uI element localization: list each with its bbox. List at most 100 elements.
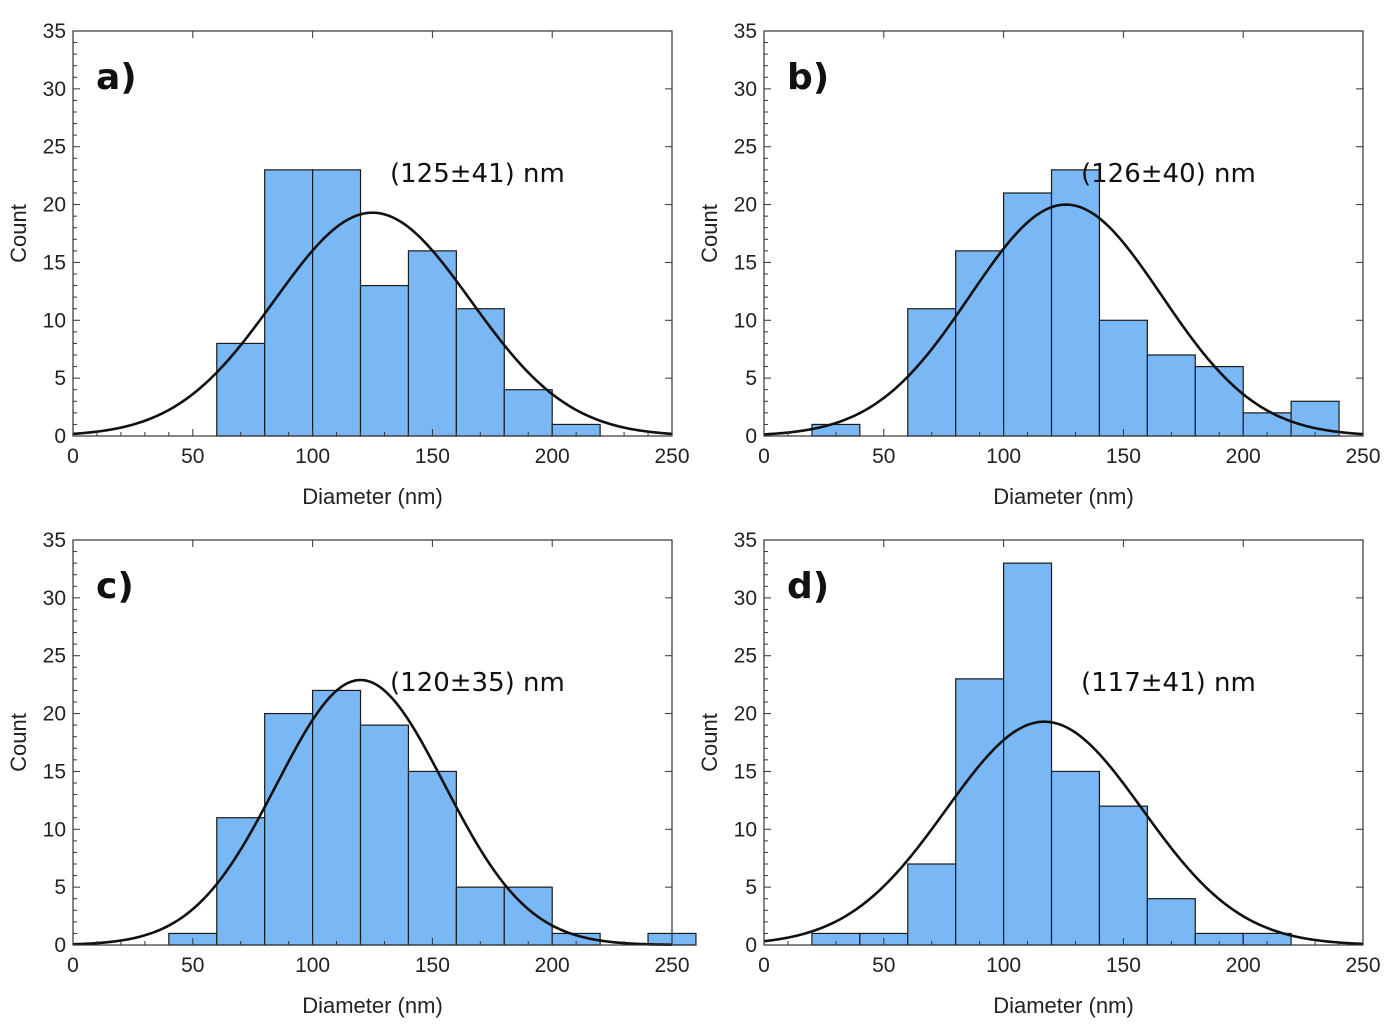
y-tick-label: 35 — [43, 20, 66, 43]
y-tick-label: 20 — [43, 194, 66, 217]
y-tick-label: 10 — [43, 309, 66, 332]
gaussian-fit-curve — [72, 678, 673, 947]
gaussian-fit-curve — [763, 203, 1364, 436]
gaussian-fit-curve — [72, 211, 673, 436]
histogram-bar — [955, 250, 1005, 437]
x-tick-label: 50 — [181, 445, 204, 468]
panel-label: d) — [787, 566, 829, 607]
histogram-bar — [455, 886, 505, 946]
y-tick-label: 35 — [734, 20, 757, 43]
plot-frame — [72, 30, 673, 437]
mean-sd-annotation: (120±35) nm — [390, 668, 565, 698]
plot-frame — [72, 539, 673, 946]
mean-sd-annotation: (126±40) nm — [1081, 159, 1256, 189]
y-tick-label: 15 — [734, 760, 757, 783]
plot-frame — [763, 539, 1364, 946]
gaussian-fit-curve — [763, 720, 1364, 946]
x-tick-label: 150 — [415, 445, 450, 468]
histogram-bar — [503, 886, 553, 946]
y-tick-label: 25 — [734, 136, 757, 159]
y-tick-label: 25 — [43, 645, 66, 668]
x-tick-label: 150 — [415, 954, 450, 977]
plot-frame — [763, 30, 1364, 437]
histogram-bar — [503, 389, 553, 437]
y-tick-label: 25 — [734, 645, 757, 668]
histogram-bar — [455, 308, 505, 437]
histogram-bar — [1146, 354, 1196, 437]
y-axis-label: Count — [697, 713, 722, 772]
y-tick-label: 5 — [54, 876, 66, 899]
y-tick-label: 0 — [745, 934, 757, 957]
histogram-bar — [407, 250, 457, 437]
x-axis-label: Diameter (nm) — [993, 993, 1134, 1018]
panel-label: b) — [787, 57, 829, 98]
x-tick-label: 200 — [535, 954, 570, 977]
chart-panel-d: 0 50 100 150 200 250 0 5 10 15 20 25 30 35 Diameter (n… — [697, 529, 1381, 1018]
y-tick-label: 5 — [54, 367, 66, 390]
y-tick-label: 25 — [43, 136, 66, 159]
histogram-bar — [216, 342, 266, 437]
x-tick-label: 0 — [758, 445, 770, 468]
histogram-bar — [1146, 898, 1196, 946]
histogram-bar — [264, 712, 314, 946]
x-tick-label: 250 — [1345, 445, 1380, 468]
chart-panel-b: 0 50 100 150 200 250 0 5 10 15 20 25 30 35 Diameter (n… — [697, 20, 1381, 509]
y-tick-label: 30 — [734, 587, 757, 610]
x-tick-label: 100 — [986, 954, 1021, 977]
x-tick-label: 100 — [295, 445, 330, 468]
panel-label: a) — [96, 57, 137, 98]
x-tick-label: 150 — [1106, 954, 1141, 977]
histogram-bar — [1050, 169, 1101, 437]
x-axis-label: Diameter (nm) — [302, 484, 443, 509]
x-tick-label: 200 — [535, 445, 570, 468]
y-tick-label: 10 — [734, 818, 757, 841]
x-tick-label: 250 — [1345, 954, 1380, 977]
x-tick-label: 50 — [181, 954, 204, 977]
y-tick-label: 10 — [43, 818, 66, 841]
x-tick-label: 0 — [67, 445, 79, 468]
x-tick-label: 200 — [1226, 445, 1261, 468]
y-tick-label: 10 — [734, 309, 757, 332]
histogram-bar — [359, 724, 410, 946]
x-tick-label: 100 — [295, 954, 330, 977]
x-axis-label: Diameter (nm) — [302, 993, 443, 1018]
chart-panel-c: 0 50 100 150 200 250 0 5 10 15 20 25 30 35 Diameter (n… — [6, 529, 697, 1018]
mean-sd-annotation: (125±41) nm — [390, 159, 565, 189]
x-tick-label: 250 — [654, 954, 689, 977]
y-tick-label: 15 — [43, 251, 66, 274]
y-tick-label: 5 — [745, 876, 757, 899]
y-tick-label: 15 — [734, 251, 757, 274]
y-tick-label: 20 — [734, 703, 757, 726]
y-tick-label: 30 — [43, 78, 66, 101]
histogram-bar — [359, 284, 410, 437]
histogram-bar — [216, 817, 266, 946]
histogram-bar — [1098, 319, 1148, 437]
y-tick-label: 0 — [54, 425, 66, 448]
y-tick-label: 0 — [745, 425, 757, 448]
y-axis-label: Count — [6, 204, 31, 263]
x-tick-label: 0 — [758, 954, 770, 977]
histogram-bar — [407, 770, 457, 946]
mean-sd-annotation: (117±41) nm — [1081, 668, 1256, 698]
histogram-bar — [1002, 192, 1053, 437]
histogram-bar — [1194, 365, 1244, 437]
x-tick-label: 150 — [1106, 445, 1141, 468]
y-axis-label: Count — [697, 204, 722, 263]
histogram-bar — [312, 169, 362, 437]
y-tick-label: 20 — [734, 194, 757, 217]
chart-panel-a: 0 50 100 150 200 250 0 5 10 15 20 25 30 35 Diameter (n… — [6, 20, 690, 509]
panel-label: c) — [96, 566, 134, 607]
y-tick-label: 30 — [43, 587, 66, 610]
x-tick-label: 0 — [67, 954, 79, 977]
histogram-bar — [1002, 562, 1053, 946]
histogram-bar — [1050, 770, 1101, 946]
y-tick-label: 15 — [43, 760, 66, 783]
x-tick-label: 100 — [986, 445, 1021, 468]
x-axis-label: Diameter (nm) — [993, 484, 1134, 509]
histogram-bar — [312, 689, 362, 946]
x-tick-label: 50 — [872, 445, 895, 468]
x-tick-label: 250 — [654, 445, 689, 468]
y-tick-label: 5 — [745, 367, 757, 390]
x-tick-label: 200 — [1226, 954, 1261, 977]
